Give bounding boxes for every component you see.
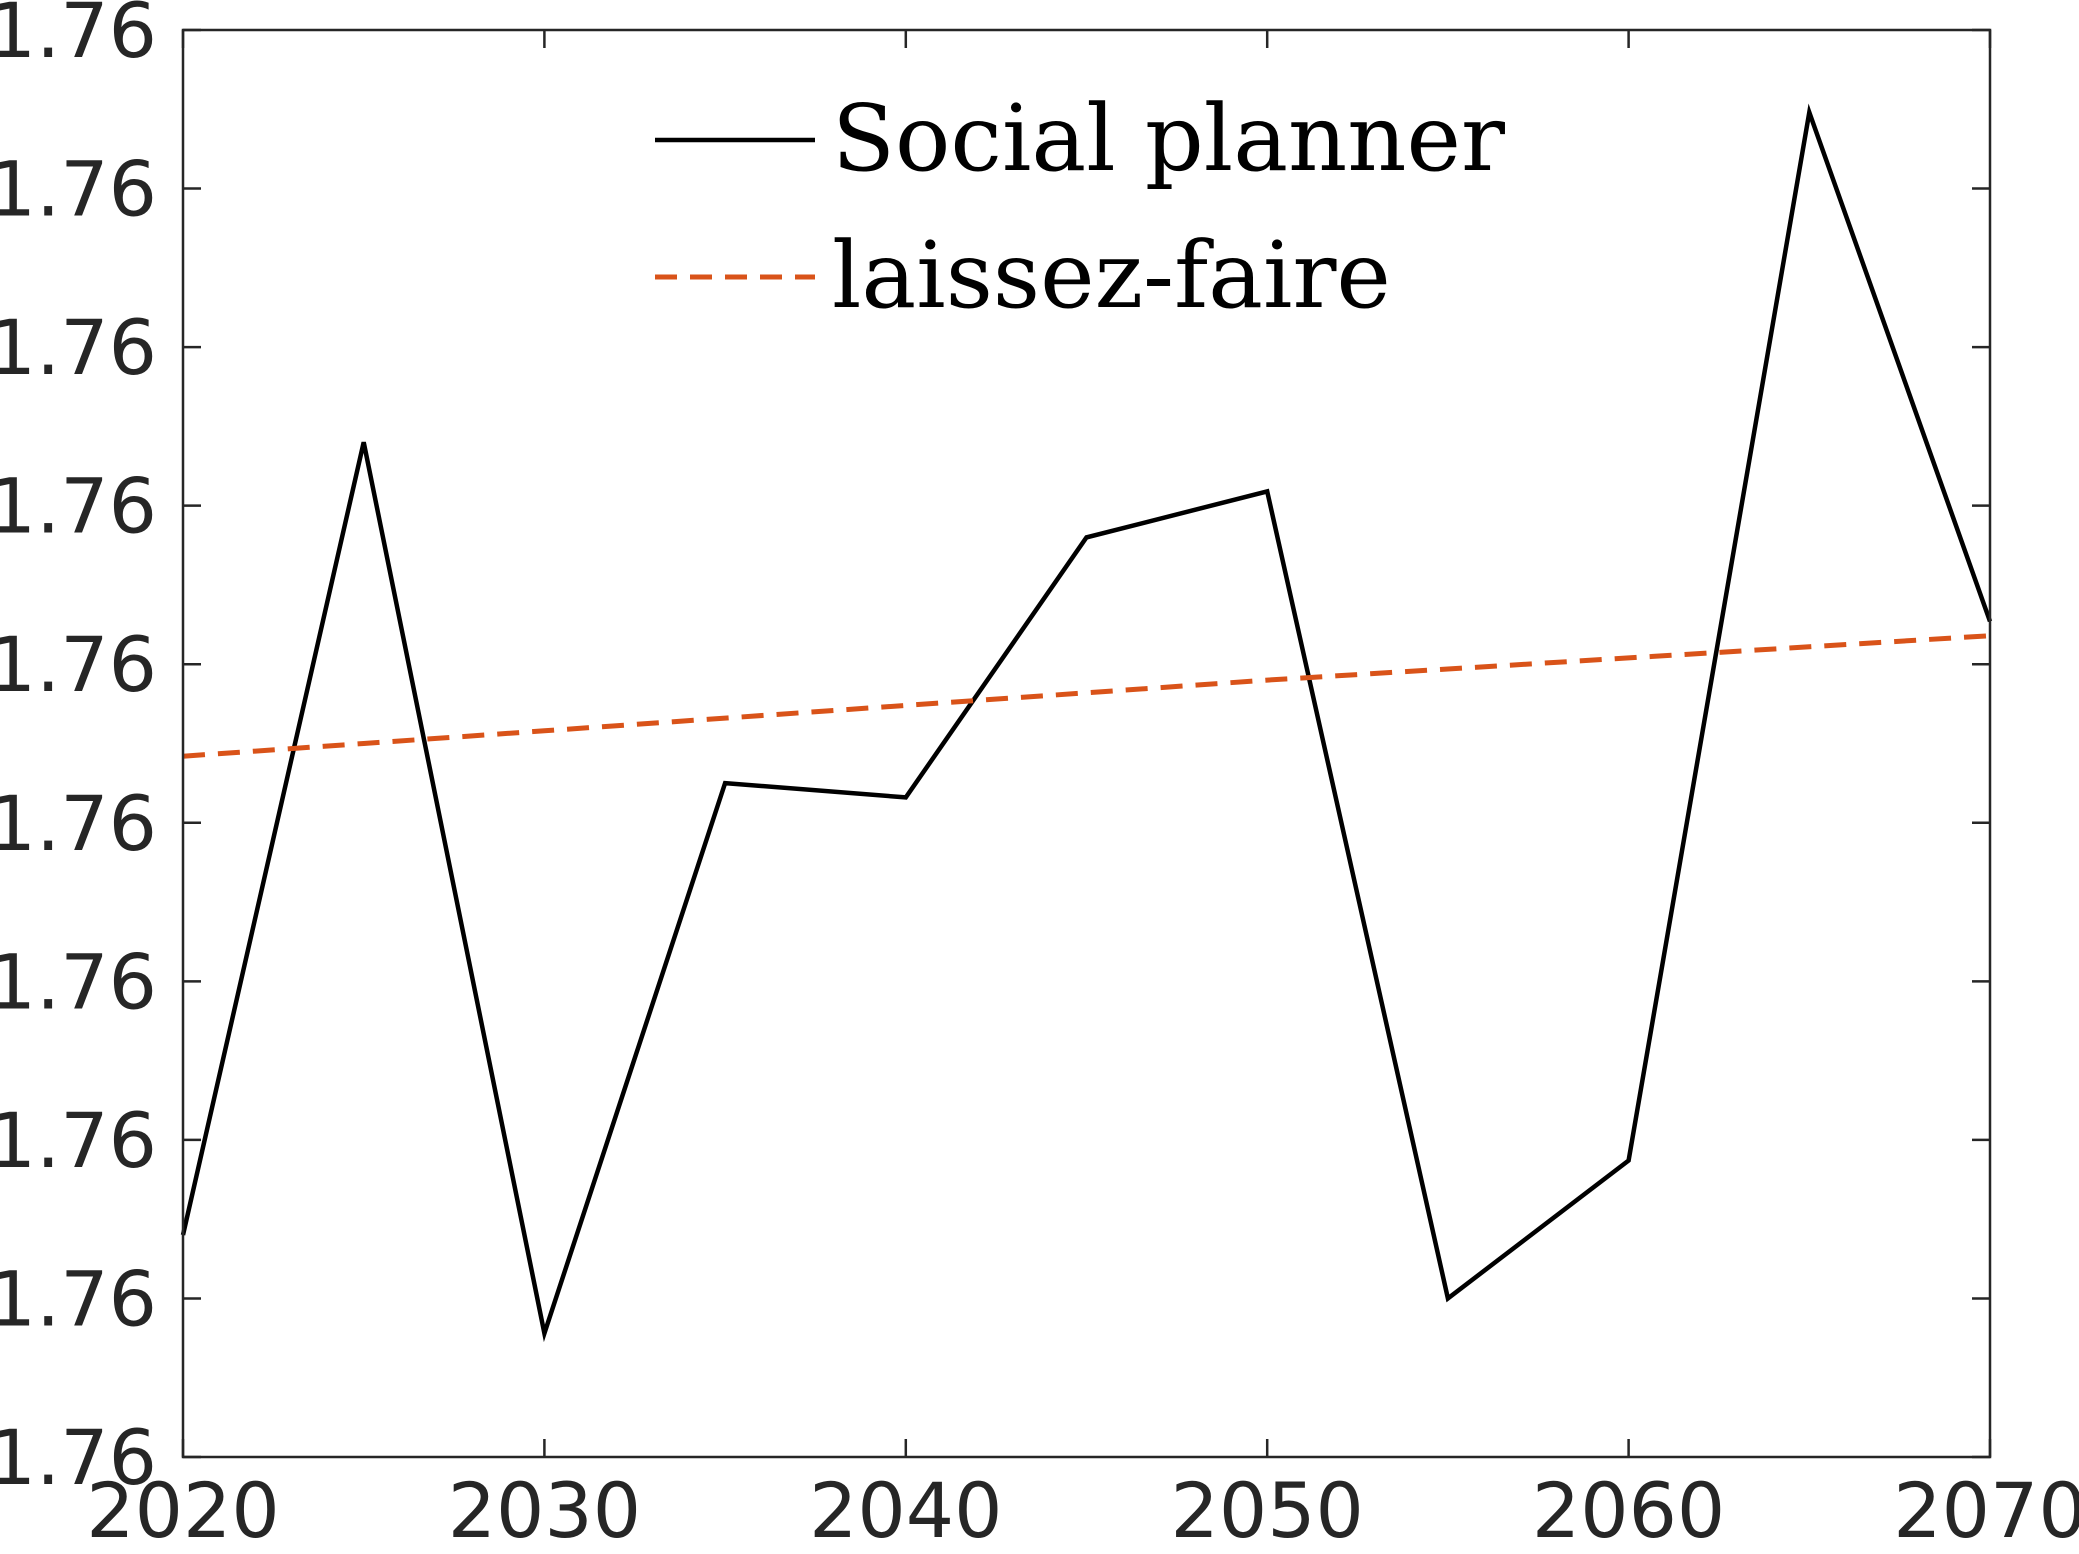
y-tick-label: 1.76 <box>0 620 157 709</box>
y-tick-label: 1.76 <box>0 1096 157 1185</box>
x-tick-label: 2020 <box>86 1466 279 1554</box>
x-tick-label: 2040 <box>809 1466 1002 1554</box>
legend-label-1: Social planner <box>832 85 1505 192</box>
axes-layer <box>181 28 1992 1459</box>
y-tick-label: 1.76 <box>0 1254 157 1343</box>
y-tick-label: 1.76 <box>0 303 157 392</box>
y-tick-label: 1.76 <box>0 0 157 75</box>
legend-label-2: laissez-faire <box>832 222 1391 329</box>
y-tick-label: 1.76 <box>0 1413 157 1502</box>
series-line-1 <box>180 103 1993 1343</box>
x-tick-label: 2030 <box>448 1466 641 1554</box>
y-tick-label: 1.76 <box>0 462 157 551</box>
plot-area-frame <box>181 28 1992 1459</box>
y-tick-label: 1.76 <box>0 937 157 1026</box>
y-tick-label: 1.76 <box>0 779 157 868</box>
series-line-2 <box>182 633 1991 759</box>
series-layer <box>180 103 1993 1343</box>
legend: Social planner laissez-faire <box>655 85 1505 329</box>
x-tick-label: 2050 <box>1170 1466 1363 1554</box>
x-tick-label: 2060 <box>1532 1466 1725 1554</box>
y-tick-label: 1.76 <box>0 145 157 234</box>
x-tick-label: 2070 <box>1893 1466 2079 1554</box>
